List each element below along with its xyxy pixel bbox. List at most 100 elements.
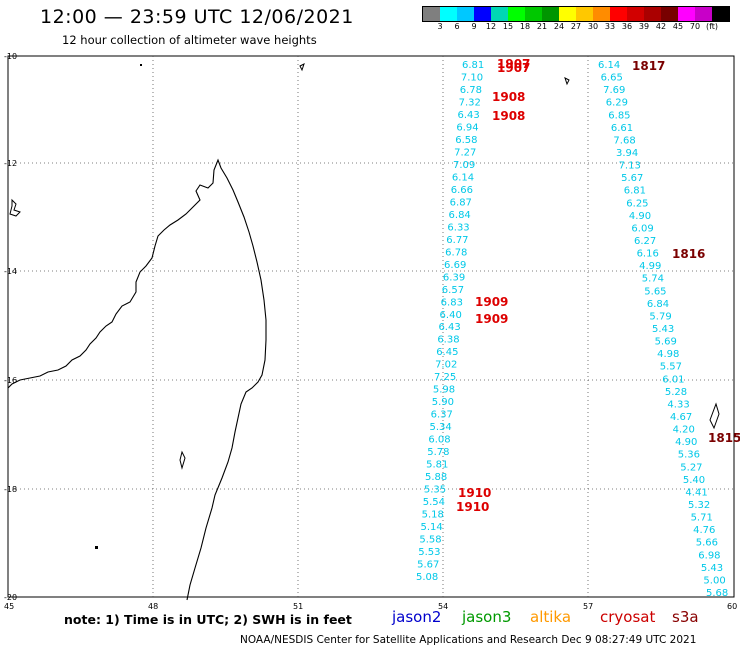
- reunion-mauritius-island: [709, 402, 720, 430]
- wave-height-value: 6.43: [458, 110, 480, 121]
- wave-height-value: 6.84: [449, 210, 471, 221]
- colorbar-swatch: [627, 7, 644, 21]
- wave-height-value: 5.18: [422, 510, 444, 521]
- colorbar-swatch: [440, 7, 457, 21]
- wave-height-value: 6.66: [451, 185, 473, 196]
- lat-label: -20: [4, 593, 18, 602]
- wave-height-value: 4.90: [675, 437, 697, 448]
- wave-height-value: 5.78: [427, 447, 449, 458]
- colorbar-tick-label: 12: [485, 22, 497, 31]
- wave-height-value: 5.58: [419, 535, 441, 546]
- wave-height-value: 6.77: [446, 235, 468, 246]
- lat-label: -10: [4, 52, 18, 61]
- colorbar-swatch: [525, 7, 542, 21]
- colorbar-swatch: [644, 7, 661, 21]
- wave-height-value: 7.25: [434, 372, 456, 383]
- wave-height-colorbar: [422, 6, 730, 22]
- wave-height-value: 5.79: [649, 311, 671, 322]
- small-islet: [95, 546, 98, 549]
- colorbar-swatch: [576, 7, 593, 21]
- wave-height-value: 7.02: [435, 360, 457, 371]
- wave-height-value: 5.98: [433, 385, 455, 396]
- colorbar-swatch: [508, 7, 525, 21]
- wave-height-value: 4.98: [657, 349, 679, 360]
- lon-label: 60: [727, 602, 738, 611]
- legend-jason2: jason2: [392, 608, 442, 626]
- time-label: 1907: [497, 61, 530, 75]
- wave-height-value: 7.10: [461, 72, 483, 83]
- wave-height-value: 4.20: [673, 425, 695, 436]
- lat-label: -18: [4, 485, 18, 494]
- legend-s3a: s3a: [672, 608, 699, 626]
- wave-height-value: 6.27: [634, 236, 656, 247]
- wave-height-value: 7.27: [454, 147, 476, 158]
- colorbar-tick-label: 27: [570, 22, 582, 31]
- page-subtitle: 12 hour collection of altimeter wave hei…: [62, 33, 317, 47]
- colorbar-swatch: [423, 7, 440, 21]
- wave-height-value: 6.94: [456, 122, 478, 133]
- colorbar-swatch: [678, 7, 695, 21]
- wave-height-value: 5.53: [418, 547, 440, 558]
- wave-height-value: 5.36: [678, 450, 700, 461]
- wave-height-value: 6.16: [637, 249, 659, 260]
- wave-height-value: 5.57: [660, 362, 682, 373]
- time-label: 1907: [497, 57, 530, 71]
- time-label: 1909: [475, 312, 508, 326]
- credit-line: NOAA/NESDIS Center for Satellite Applica…: [240, 634, 697, 646]
- page-title: 12:00 — 23:59 UTC 12/06/2021: [40, 6, 354, 28]
- wave-height-value: 6.14: [452, 172, 474, 183]
- wave-height-value: 6.09: [631, 223, 653, 234]
- small-islet: [140, 64, 142, 66]
- time-label: 1817: [632, 59, 665, 73]
- time-label: 1910: [456, 500, 489, 514]
- wave-height-value: 4.67: [670, 412, 692, 423]
- colorbar-swatch: [559, 7, 576, 21]
- wave-height-value: 6.01: [662, 374, 684, 385]
- wave-height-value: 6.40: [440, 310, 462, 321]
- wave-height-value: 6.69: [444, 260, 466, 271]
- legend-altika: altika: [530, 608, 572, 626]
- colorbar-tick-label: 36: [621, 22, 633, 31]
- time-label: 1908: [492, 90, 525, 104]
- wave-height-value: 6.57: [442, 285, 464, 296]
- graticule: [8, 56, 734, 597]
- wave-height-value: 7.32: [459, 97, 481, 108]
- madagascar-coastline: [7, 158, 267, 601]
- time-label: 1910: [458, 486, 491, 500]
- wave-height-value: 5.67: [417, 560, 439, 571]
- wave-height-value: 4.33: [667, 399, 689, 410]
- wave-height-value: 7.13: [619, 161, 641, 172]
- wave-height-value: 4.41: [685, 487, 707, 498]
- wave-height-value: 5.81: [426, 460, 448, 471]
- colorbar-swatch: [474, 7, 491, 21]
- wave-height-value: 6.65: [601, 73, 623, 84]
- legend-cryosat: cryosat: [600, 608, 656, 626]
- wave-height-value: 6.45: [436, 347, 458, 358]
- wave-height-value: 5.68: [706, 588, 728, 599]
- wave-height-value: 6.08: [428, 435, 450, 446]
- wave-height-value: 5.00: [703, 575, 725, 586]
- wave-height-value: 6.25: [626, 198, 648, 209]
- colorbar-tick-label: 6: [454, 22, 460, 31]
- wave-height-value: 5.35: [424, 485, 446, 496]
- wave-height-value: 7.68: [613, 135, 635, 146]
- nosy-be-island: [9, 198, 21, 217]
- lat-label: -12: [4, 159, 18, 168]
- legend-jason3: jason3: [462, 608, 512, 626]
- colorbar-swatch: [491, 7, 508, 21]
- wave-height-value: 6.61: [611, 123, 633, 134]
- wave-height-value: 5.90: [432, 397, 454, 408]
- wave-height-value: 6.85: [608, 110, 630, 121]
- time-label: 1909: [475, 295, 508, 309]
- wave-height-value: 3.94: [616, 148, 638, 159]
- time-label: 1816: [672, 247, 705, 261]
- wave-height-value: 6.81: [624, 186, 646, 197]
- wave-height-value: 5.69: [655, 337, 677, 348]
- colorbar-tick-label: 3: [437, 22, 443, 31]
- wave-height-value: 6.14: [598, 60, 620, 71]
- wave-height-value: 5.88: [425, 472, 447, 483]
- time-label: 1908: [492, 109, 525, 123]
- wave-height-value: 5.28: [665, 387, 687, 398]
- colorbar-tick-label: 45: [672, 22, 684, 31]
